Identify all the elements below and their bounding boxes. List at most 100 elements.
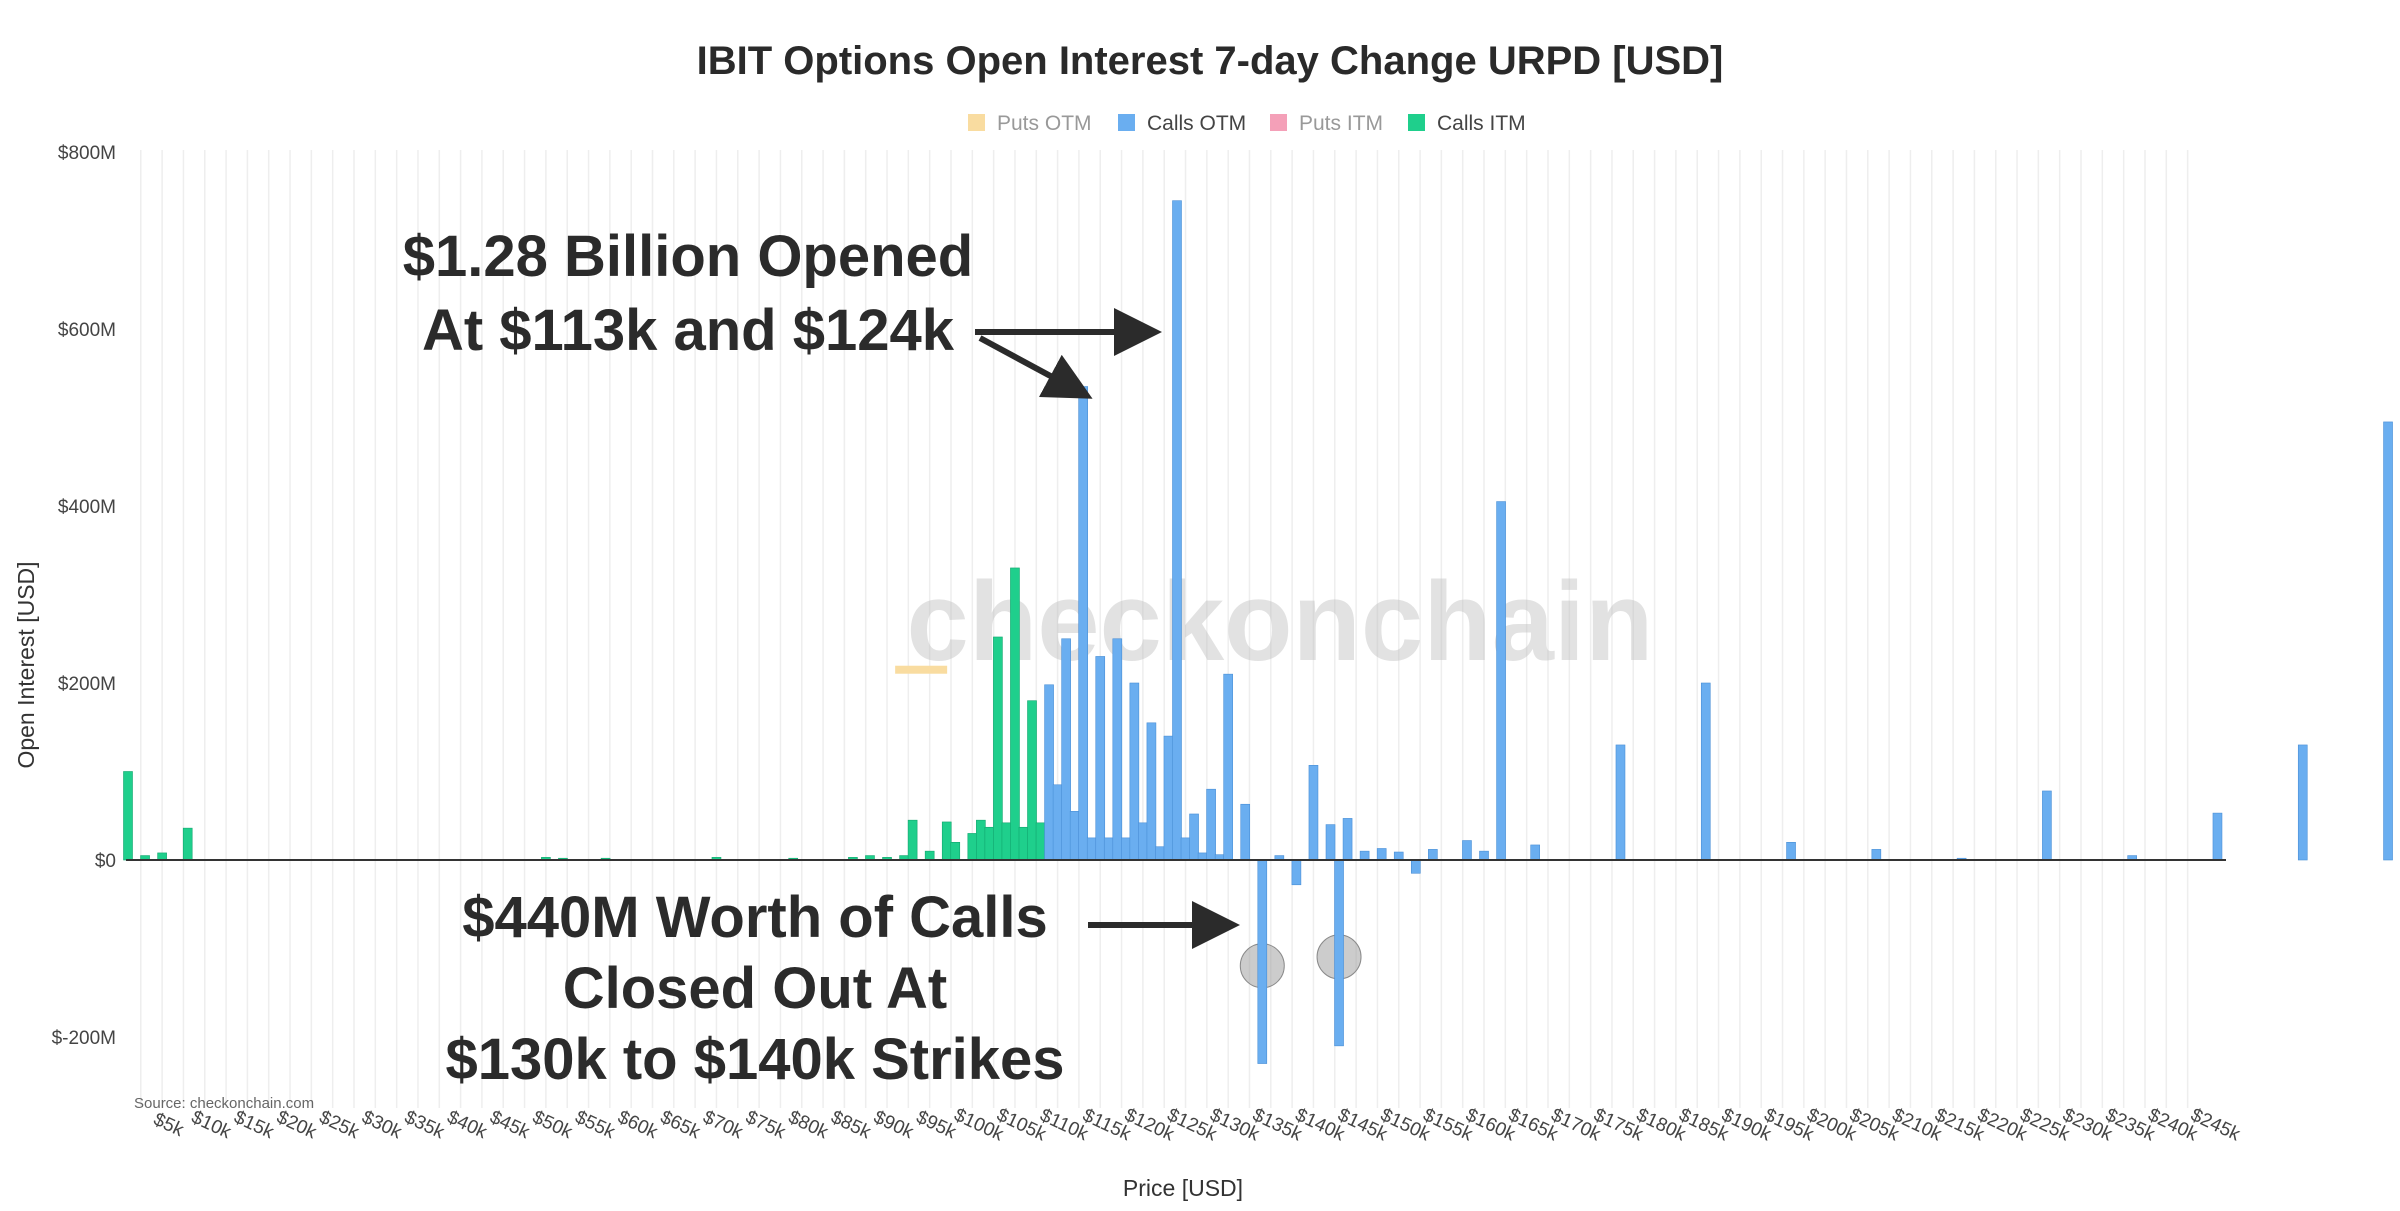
y-axis-label: Open Interest [USD] (13, 561, 39, 768)
bar-calls-itm (941, 821, 952, 861)
x-tick-label: $25k (316, 1107, 363, 1144)
bar-calls-itm (182, 827, 193, 861)
bar-calls-otm (1410, 859, 1421, 874)
x-tick-label: $75k (742, 1107, 789, 1144)
source-note: Source: checkonchain.com (134, 1095, 314, 1112)
bar-calls-otm (1615, 744, 1626, 861)
bar-calls-otm (1044, 684, 1054, 861)
bar-calls-otm (1479, 850, 1489, 861)
bar-calls-otm (1257, 859, 1268, 1064)
bar-calls-otm (1086, 837, 1097, 861)
bar-calls-otm (1206, 788, 1216, 861)
x-tick-label: $70k (700, 1107, 747, 1144)
y-tick-label: $0 (95, 851, 116, 872)
x-tick-label: $245k (2187, 1105, 2243, 1146)
legend-label-calls-itm[interactable]: Calls ITM (1437, 112, 1526, 135)
bar-calls-otm (1155, 846, 1165, 861)
x-tick-label: $80k (785, 1107, 832, 1144)
annotation-opened-line2: At $113k and $124k (422, 298, 955, 363)
legend-label-puts-otm[interactable]: Puts OTM (997, 112, 1092, 135)
bar-calls-otm (1530, 844, 1540, 861)
bar-calls-otm (1496, 501, 1506, 861)
bar-calls-otm (1095, 656, 1106, 861)
bar-calls-otm (1061, 638, 1071, 861)
x-tick-label: $50k (529, 1107, 576, 1144)
y-tick-label: $600M (58, 320, 116, 341)
y-tick-label: $800M (58, 143, 116, 164)
x-tick-label: $45k (486, 1107, 533, 1144)
x-axis-ticks: $5k $10k$15k$20k$25k$30k$35k$40k$45k$50k$… (150, 1105, 2243, 1146)
x-tick-label: $35k (401, 1107, 448, 1144)
x-tick-label: $15k (231, 1107, 278, 1144)
x-tick-label: $60k (614, 1107, 661, 1144)
watermark: checkonchain (907, 559, 1654, 684)
bar-calls-otm (1078, 386, 1088, 861)
bar-calls-otm (1146, 722, 1157, 861)
bars (123, 200, 2393, 1064)
bar-calls-otm (1129, 682, 1140, 861)
x-tick-label: $40k (444, 1107, 491, 1144)
bar-calls-itm (1018, 826, 1029, 861)
bar-calls-otm (1342, 818, 1353, 861)
bar-calls-otm (1325, 824, 1336, 861)
legend-label-puts-itm[interactable]: Puts ITM (1299, 112, 1383, 135)
bar-calls-itm (907, 819, 918, 861)
legend[interactable]: Puts OTM Calls OTM Puts ITM Calls ITM (968, 112, 1526, 135)
legend-label-calls-otm[interactable]: Calls OTM (1147, 112, 1246, 135)
bar-calls-otm (1376, 848, 1387, 861)
bar-calls-otm (2212, 812, 2223, 861)
x-tick-label: $95k (913, 1107, 960, 1144)
annotation-closed-line1: $440M Worth of Calls (462, 885, 1048, 950)
bar-calls-otm (1334, 859, 1344, 1047)
bar-calls-otm (1103, 837, 1114, 861)
bar-calls-itm (1035, 822, 1046, 861)
bar-calls-itm (950, 841, 961, 861)
bar-calls-otm (1240, 803, 1251, 861)
bar-calls-itm (924, 850, 935, 861)
legend-swatch-puts-itm (1270, 114, 1287, 131)
bar-calls-otm (1223, 673, 1233, 861)
bar-calls-otm (1428, 849, 1438, 861)
bar-calls-otm (1359, 850, 1370, 861)
bar-calls-otm (1786, 841, 1796, 861)
legend-swatch-puts-otm (968, 114, 985, 131)
x-tick-label: $30k (359, 1107, 406, 1144)
x-tick-label: $55k (572, 1107, 619, 1144)
bar-calls-otm (1291, 859, 1302, 886)
bar-calls-otm (1700, 682, 1711, 861)
bar-calls-itm (123, 771, 133, 861)
annotation-closed: $440M Worth of Calls Closed Out At $130k… (445, 885, 1240, 1092)
legend-swatch-calls-otm (1118, 114, 1135, 131)
bar-calls-otm (1197, 852, 1208, 861)
bar-calls-itm (976, 819, 986, 861)
x-tick-label: $20k (273, 1107, 320, 1144)
y-axis-ticks: $800M $600M $400M $200M $0 $-200M (52, 143, 116, 1049)
x-tick-label: $85k (828, 1107, 875, 1144)
bar-calls-itm (1027, 700, 1037, 861)
bar-calls-otm (1069, 811, 1080, 861)
x-tick-label: $65k (657, 1107, 704, 1144)
bar-calls-otm (1308, 765, 1319, 861)
bar-calls-otm (1138, 822, 1148, 861)
bar-calls-itm (984, 826, 995, 861)
bar-calls-otm (1189, 813, 1199, 861)
annotation-opened: $1.28 Billion Opened At $113k and $124k (403, 224, 1162, 399)
bar-calls-otm (1180, 837, 1191, 861)
legend-swatch-calls-itm (1408, 114, 1425, 131)
bar-calls-otm (1393, 851, 1404, 861)
bar-calls-otm (2383, 421, 2393, 861)
bar-calls-otm (2297, 744, 2308, 861)
bar-calls-itm (1001, 822, 1012, 861)
x-tick-label: $90k (870, 1107, 917, 1144)
bar-puts-otm (895, 665, 948, 674)
y-tick-label: $400M (58, 497, 116, 518)
bar-calls-itm (1010, 567, 1020, 861)
arrow-to-113k (978, 335, 1093, 399)
annotation-closed-line3: $130k to $140k Strikes (445, 1027, 1064, 1092)
y-tick-label: $200M (58, 674, 116, 695)
bar-calls-otm (2042, 790, 2052, 861)
annotation-opened-line1: $1.28 Billion Opened (403, 224, 973, 289)
gridlines (140, 150, 2189, 1108)
